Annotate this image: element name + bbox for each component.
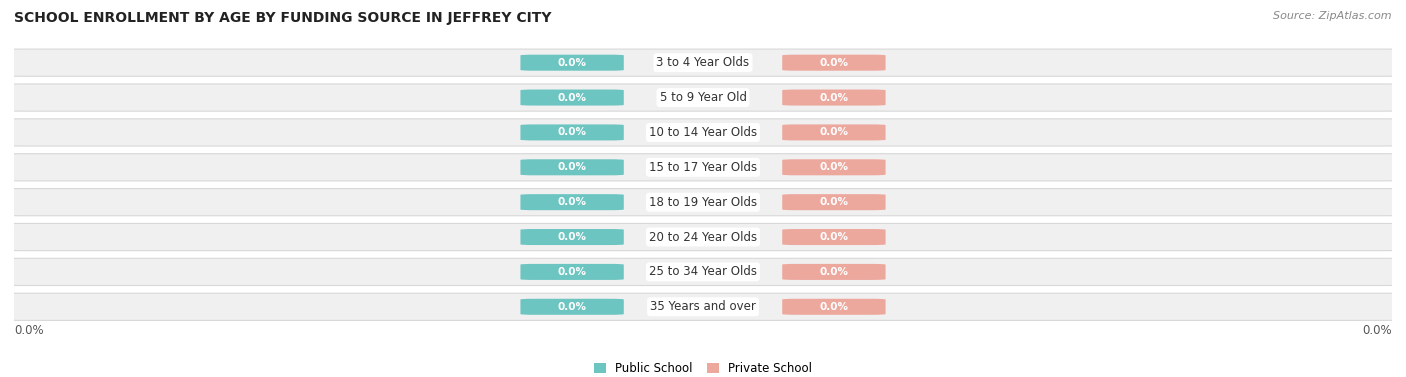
FancyBboxPatch shape (520, 124, 624, 141)
FancyBboxPatch shape (0, 49, 1406, 76)
Text: 25 to 34 Year Olds: 25 to 34 Year Olds (650, 265, 756, 278)
Text: 3 to 4 Year Olds: 3 to 4 Year Olds (657, 56, 749, 69)
Text: 0.0%: 0.0% (558, 267, 586, 277)
FancyBboxPatch shape (520, 89, 624, 106)
Text: 0.0%: 0.0% (820, 197, 848, 207)
Text: 0.0%: 0.0% (820, 162, 848, 172)
Text: 0.0%: 0.0% (820, 232, 848, 242)
FancyBboxPatch shape (0, 224, 1406, 251)
FancyBboxPatch shape (782, 229, 886, 245)
FancyBboxPatch shape (0, 154, 1406, 181)
Text: 0.0%: 0.0% (558, 92, 586, 103)
Text: 0.0%: 0.0% (558, 302, 586, 312)
Text: SCHOOL ENROLLMENT BY AGE BY FUNDING SOURCE IN JEFFREY CITY: SCHOOL ENROLLMENT BY AGE BY FUNDING SOUR… (14, 11, 551, 25)
Text: 0.0%: 0.0% (820, 92, 848, 103)
FancyBboxPatch shape (782, 124, 886, 141)
Text: 0.0%: 0.0% (820, 127, 848, 138)
Text: 0.0%: 0.0% (1362, 324, 1392, 337)
FancyBboxPatch shape (782, 299, 886, 315)
FancyBboxPatch shape (0, 258, 1406, 285)
Text: 20 to 24 Year Olds: 20 to 24 Year Olds (650, 231, 756, 244)
Text: 0.0%: 0.0% (14, 324, 44, 337)
FancyBboxPatch shape (0, 119, 1406, 146)
FancyBboxPatch shape (520, 264, 624, 280)
FancyBboxPatch shape (0, 188, 1406, 216)
FancyBboxPatch shape (782, 159, 886, 175)
Text: Source: ZipAtlas.com: Source: ZipAtlas.com (1274, 11, 1392, 21)
FancyBboxPatch shape (782, 264, 886, 280)
Legend: Public School, Private School: Public School, Private School (589, 357, 817, 377)
FancyBboxPatch shape (520, 159, 624, 175)
FancyBboxPatch shape (0, 84, 1406, 111)
FancyBboxPatch shape (0, 293, 1406, 320)
FancyBboxPatch shape (520, 55, 624, 71)
Text: 15 to 17 Year Olds: 15 to 17 Year Olds (650, 161, 756, 174)
Text: 0.0%: 0.0% (820, 58, 848, 68)
Text: 0.0%: 0.0% (558, 162, 586, 172)
Text: 0.0%: 0.0% (820, 267, 848, 277)
Text: 5 to 9 Year Old: 5 to 9 Year Old (659, 91, 747, 104)
Text: 0.0%: 0.0% (558, 58, 586, 68)
Text: 0.0%: 0.0% (820, 302, 848, 312)
Text: 0.0%: 0.0% (558, 197, 586, 207)
FancyBboxPatch shape (782, 89, 886, 106)
Text: 18 to 19 Year Olds: 18 to 19 Year Olds (650, 196, 756, 208)
FancyBboxPatch shape (782, 194, 886, 210)
FancyBboxPatch shape (520, 299, 624, 315)
FancyBboxPatch shape (782, 55, 886, 71)
Text: 0.0%: 0.0% (558, 127, 586, 138)
Text: 35 Years and over: 35 Years and over (650, 300, 756, 313)
FancyBboxPatch shape (520, 194, 624, 210)
Text: 0.0%: 0.0% (558, 232, 586, 242)
FancyBboxPatch shape (520, 229, 624, 245)
Text: 10 to 14 Year Olds: 10 to 14 Year Olds (650, 126, 756, 139)
